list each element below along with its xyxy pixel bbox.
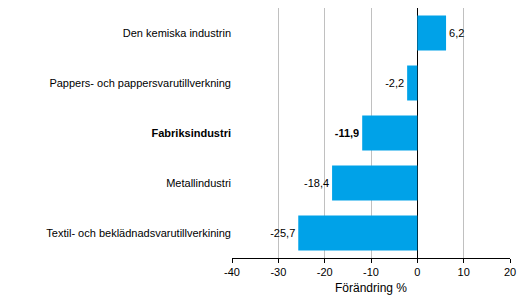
svg-text:-10: -10 [363, 266, 379, 278]
svg-text:Den kemiska industrin: Den kemiska industrin [123, 27, 231, 39]
svg-text:-2,2: -2,2 [385, 77, 404, 89]
svg-text:-20: -20 [317, 266, 333, 278]
svg-text:-11,9: -11,9 [335, 127, 359, 139]
svg-text:Textil- och beklädnadsvarutill: Textil- och beklädnadsvarutillverkining [46, 227, 231, 239]
svg-text:6,2: 6,2 [449, 27, 464, 39]
svg-text:Förändring %: Förändring % [335, 281, 407, 295]
svg-text:-18,4: -18,4 [304, 177, 329, 189]
svg-text:-30: -30 [270, 266, 286, 278]
svg-text:10: 10 [458, 266, 470, 278]
svg-text:0: 0 [414, 266, 420, 278]
svg-text:20: 20 [504, 266, 516, 278]
svg-text:-25,7: -25,7 [270, 227, 295, 239]
svg-text:Fabriksindustri: Fabriksindustri [152, 127, 231, 139]
svg-text:Metallindustri: Metallindustri [166, 177, 231, 189]
svg-text:-40: -40 [224, 266, 240, 278]
svg-text:Pappers- och pappersvarutillve: Pappers- och pappersvarutillverkning [49, 77, 231, 89]
